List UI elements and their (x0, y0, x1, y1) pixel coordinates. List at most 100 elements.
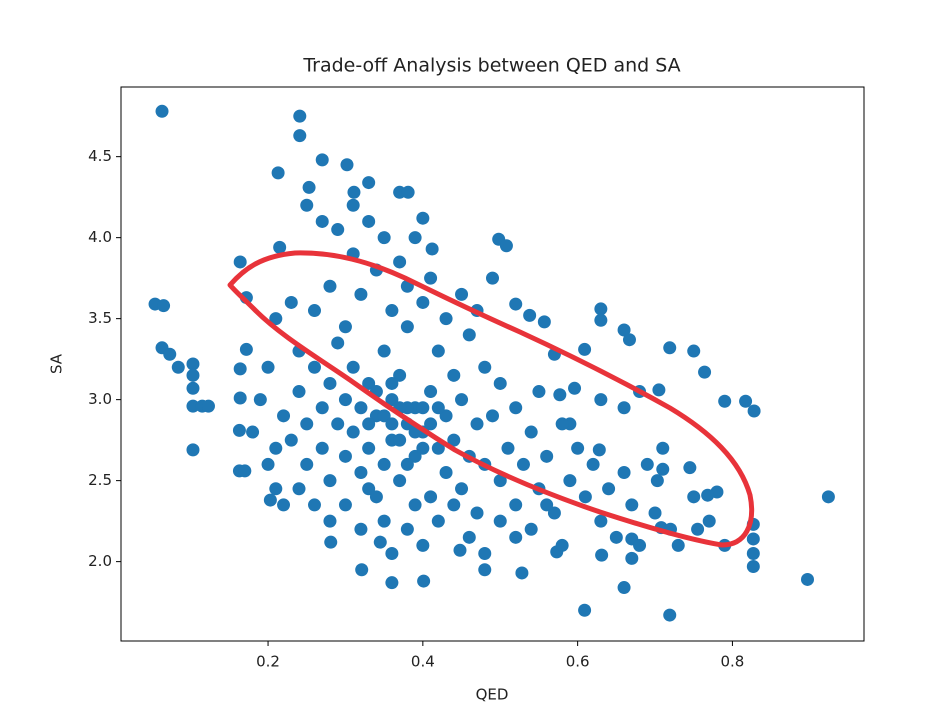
scatter-point (416, 538, 430, 552)
scatter-point (377, 231, 391, 245)
scatter-point (462, 328, 476, 342)
scatter-point (540, 498, 554, 512)
scatter-point (163, 347, 177, 361)
scatter-point (263, 493, 277, 507)
scatter-point (447, 433, 461, 447)
scatter-point (595, 548, 609, 562)
scatter-point (416, 295, 430, 309)
scatter-point (821, 490, 835, 504)
scatter-point (284, 433, 298, 447)
scatter-point (362, 482, 376, 496)
scatter-point (377, 409, 391, 423)
freehand-annotation (227, 250, 755, 548)
scatter-point (400, 320, 414, 334)
scatter-point (617, 401, 631, 415)
scatter-point (578, 342, 592, 356)
scatter-point (323, 474, 337, 488)
scatter-point (431, 514, 445, 528)
scatter-point (284, 295, 298, 309)
scatter-point (650, 474, 664, 488)
scatter-point (478, 360, 492, 374)
scatter-point (385, 376, 399, 390)
scatter-point (509, 297, 523, 311)
scatter-point (186, 368, 200, 382)
x-tick-label: 0.4 (411, 653, 435, 671)
scatter-point (232, 423, 246, 437)
scatter-point (747, 404, 761, 418)
scatter-point (553, 388, 567, 402)
scatter-point (478, 547, 492, 561)
scatter-point (331, 223, 345, 237)
scatter-point (563, 474, 577, 488)
scatter-point (746, 532, 760, 546)
scatter-point (385, 417, 399, 431)
y-tick-label: 3.0 (88, 390, 112, 408)
y-tick-label: 3.5 (88, 309, 112, 327)
scatter-point (609, 530, 623, 544)
scatter-point (400, 457, 414, 471)
scatter-point (271, 166, 285, 180)
scatter-point (340, 158, 354, 172)
scatter-point (439, 409, 453, 423)
scatter-point (186, 357, 200, 371)
scatter-point (592, 443, 606, 457)
scatter-point (300, 417, 314, 431)
scatter-point (718, 394, 732, 408)
scatter-point (315, 153, 329, 167)
scatter-point (746, 547, 760, 561)
scatter-point (338, 320, 352, 334)
scatter-point (277, 498, 291, 512)
scatter-point (315, 214, 329, 228)
scatter-point (509, 498, 523, 512)
scatter-point (439, 466, 453, 480)
scatter-point (652, 383, 666, 397)
scatter-point (347, 185, 361, 199)
scatter-point (300, 457, 314, 471)
scatter-point (393, 368, 407, 382)
y-tick-label: 4.0 (88, 228, 112, 246)
scatter-point (447, 498, 461, 512)
scatter-point (369, 490, 383, 504)
scatter-point (315, 441, 329, 455)
scatter-point (671, 538, 685, 552)
scatter-point (416, 211, 430, 225)
scatter-point (338, 449, 352, 463)
scatter-point (377, 344, 391, 358)
scatter-point (431, 441, 445, 455)
scatter-point (253, 393, 267, 407)
scatter-point (478, 563, 492, 577)
scatter-point (424, 490, 438, 504)
x-tick-label: 0.8 (720, 653, 744, 671)
chart-title: Trade-off Analysis between QED and SA (302, 55, 680, 77)
scatter-point (537, 315, 551, 329)
scatter-point (663, 341, 677, 355)
scatter-point (157, 299, 171, 313)
scatter-point (323, 376, 337, 390)
y-tick-label: 2.0 (88, 552, 112, 570)
scatter-point (586, 457, 600, 471)
scatter-point (331, 336, 345, 350)
scatter-point (617, 581, 631, 595)
scatter-point (362, 214, 376, 228)
scatter-point (594, 393, 608, 407)
scatter-point (416, 401, 430, 415)
scatter-point (499, 239, 513, 253)
scatter-point (307, 498, 321, 512)
y-axis-label: SA (48, 353, 66, 374)
scatter-point (578, 490, 592, 504)
scatter-point (186, 399, 200, 413)
scatter-point (186, 381, 200, 395)
scatter-point (346, 425, 360, 439)
scatter-point (239, 342, 253, 356)
scatter-point (501, 441, 515, 455)
scatter-point (373, 535, 387, 549)
scatter-point (393, 474, 407, 488)
scatter-point (602, 482, 616, 496)
scatter-point (516, 457, 530, 471)
scatter-point (324, 535, 338, 549)
scatter-point (493, 474, 507, 488)
scatter-point (648, 506, 662, 520)
scatter-point (377, 457, 391, 471)
